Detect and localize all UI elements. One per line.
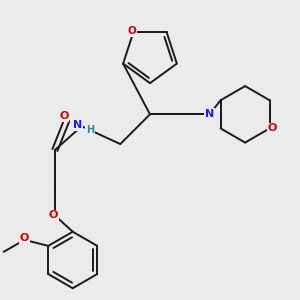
Text: O: O — [20, 233, 29, 243]
Text: O: O — [128, 26, 136, 36]
Text: N: N — [205, 109, 214, 119]
Text: N: N — [205, 109, 214, 119]
Text: N: N — [73, 120, 82, 130]
Text: O: O — [49, 210, 58, 220]
Text: H: H — [86, 125, 94, 135]
Text: O: O — [268, 124, 277, 134]
Text: O: O — [59, 111, 68, 121]
